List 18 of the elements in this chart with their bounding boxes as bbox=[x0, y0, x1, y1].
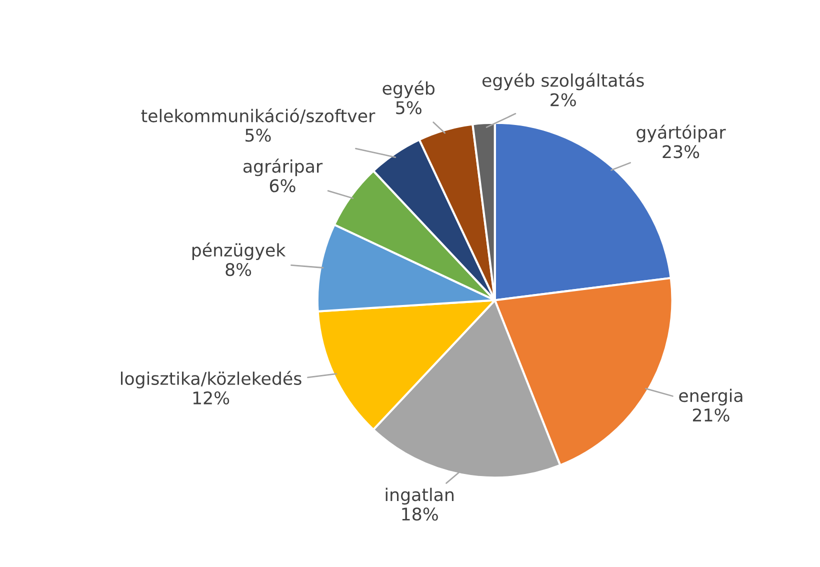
slice-label: pénzügyek bbox=[192, 242, 286, 260]
slice-label: agráripar bbox=[243, 158, 323, 176]
data-label: 5% bbox=[246, 128, 271, 142]
data-label: 6% bbox=[270, 179, 296, 192]
data-label: 18% bbox=[402, 508, 438, 521]
data-label: 21% bbox=[692, 408, 730, 422]
slice-label: gyártóipar bbox=[636, 124, 726, 142]
data-label: 8% bbox=[226, 262, 252, 276]
slice-label: energia bbox=[679, 388, 742, 406]
data-label: 5% bbox=[396, 101, 422, 114]
slice-label: egyéb szolgáltatás bbox=[482, 72, 644, 90]
data-label: 23% bbox=[662, 145, 700, 158]
data-label: 2% bbox=[550, 93, 576, 106]
slice-label: logisztika/közlekedés bbox=[121, 370, 302, 388]
slice-label: telekommunikáció/szoftver bbox=[141, 108, 376, 124]
slice-label: egyéb bbox=[382, 80, 435, 98]
data-label: 12% bbox=[193, 391, 230, 404]
slice-label: ingatlan bbox=[386, 488, 454, 505]
